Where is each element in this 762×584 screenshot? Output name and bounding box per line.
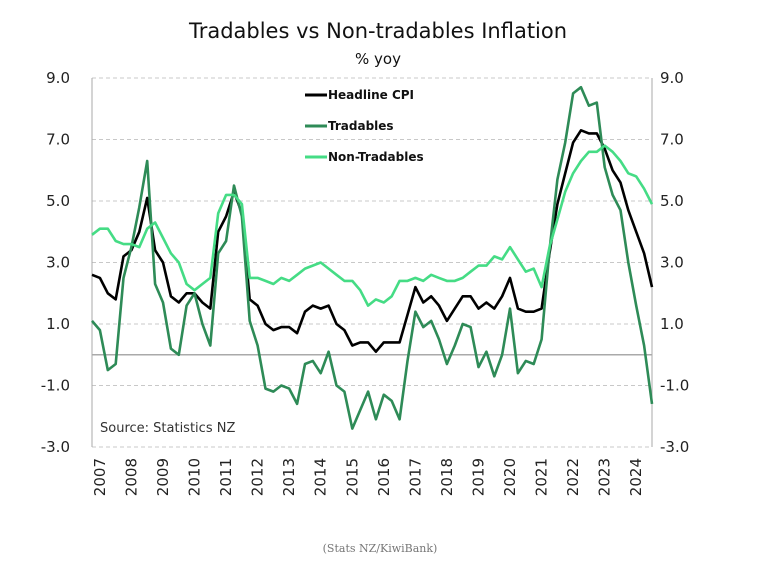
y-tick-label-right: -1.0	[660, 377, 689, 395]
y-tick-label-left: 5.0	[46, 192, 70, 210]
x-tick-label: 2024	[627, 458, 645, 496]
y-tick-label-left: 9.0	[46, 69, 70, 87]
chart-subtitle: % yoy	[355, 50, 401, 68]
x-tick-label: 2009	[154, 458, 172, 496]
y-tick-label-right: 1.0	[660, 315, 684, 333]
source-note: Source: Statistics NZ	[100, 421, 235, 436]
footer-credit: (Stats NZ/KiwiBank)	[323, 542, 438, 555]
y-tick-label-right: 3.0	[660, 254, 684, 272]
legend-label: Non-Tradables	[328, 150, 424, 164]
x-tick-label: 2019	[469, 458, 487, 496]
legend-label: Headline CPI	[328, 88, 414, 102]
x-tick-label: 2010	[186, 458, 204, 496]
y-tick-label-right: -3.0	[660, 438, 689, 456]
y-tick-label-left: 3.0	[46, 254, 70, 272]
x-tick-label: 2022	[564, 458, 582, 496]
series-line-tradables	[91, 85, 654, 430]
x-tick-label: 2015	[343, 458, 361, 496]
y-tick-label-left: 1.0	[46, 315, 70, 333]
y-tick-label-right: 5.0	[660, 192, 684, 210]
x-tick-label: 2014	[312, 458, 330, 496]
y-tick-label-left: 7.0	[46, 131, 70, 149]
x-tick-label: 2016	[375, 458, 393, 496]
y-tick-label-right: 7.0	[660, 131, 684, 149]
x-tick-label: 2020	[501, 458, 519, 496]
chart-title: Tradables vs Non-tradables Inflation	[188, 19, 567, 43]
x-tick-label: 2021	[533, 458, 551, 496]
x-tick-label: 2011	[217, 458, 235, 496]
x-tick-label: 2012	[249, 458, 267, 496]
x-tick-label: 2013	[280, 458, 298, 496]
x-tick-label: 2008	[122, 458, 140, 496]
x-tick-label: 2018	[438, 458, 456, 496]
series-line-headline-cpi	[91, 129, 654, 354]
y-tick-label-left: -1.0	[41, 377, 70, 395]
x-tick-label: 2023	[596, 458, 614, 496]
y-tick-label-right: 9.0	[660, 69, 684, 87]
x-tick-label: 2007	[91, 458, 109, 496]
x-tick-label: 2017	[406, 458, 424, 496]
legend-label: Tradables	[328, 119, 394, 133]
series-line-non-tradables	[91, 144, 654, 307]
y-tick-label-left: -3.0	[41, 438, 70, 456]
